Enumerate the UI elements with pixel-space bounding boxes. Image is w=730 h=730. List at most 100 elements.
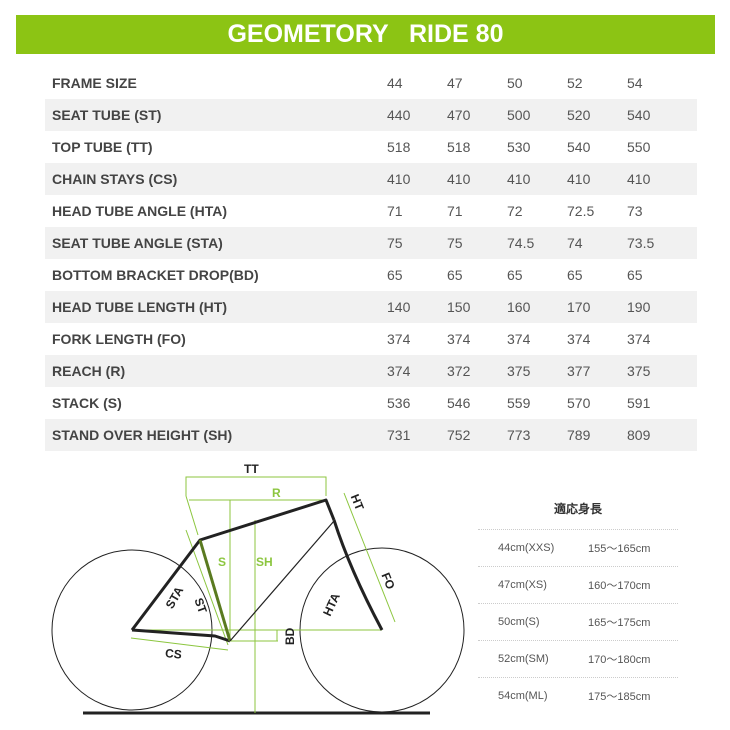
- fit-height: 175〜185cm: [588, 691, 651, 703]
- row-label: STACK (S): [52, 395, 122, 411]
- fit-size: 54cm(ML): [498, 690, 548, 702]
- row-label: BOTTOM BRACKET DROP(BD): [52, 267, 259, 283]
- row-value: 73: [627, 203, 643, 219]
- table-row: CHAIN STAYS (CS) 410 410 410 410 410: [45, 163, 697, 195]
- row-value: 74: [567, 235, 583, 251]
- row-label: FRAME SIZE: [52, 75, 137, 91]
- label-sh: SH: [256, 555, 273, 569]
- row-label: REACH (R): [52, 363, 126, 379]
- table-row: HEAD TUBE ANGLE (HTA) 71 71 72 72.5 73: [45, 195, 697, 227]
- row-value: 140: [387, 299, 411, 315]
- page-title: GEOMETORY RIDE 80: [16, 15, 715, 54]
- row-value: 375: [507, 363, 531, 379]
- row-value: 374: [567, 331, 591, 347]
- geometry-table: FRAME SIZE 44 47 50 52 54 SEAT TUBE (ST) 440 470…: [45, 67, 697, 451]
- row-value: 440: [387, 107, 411, 123]
- fo-dimension: [354, 520, 396, 623]
- label-sta: STA: [163, 584, 187, 611]
- table-row: FORK LENGTH (FO) 374 374 374 374 374: [45, 323, 697, 355]
- table-row: STAND OVER HEIGHT (SH) 731 752 773 789 809: [45, 419, 697, 451]
- row-label: STAND OVER HEIGHT (SH): [52, 427, 233, 443]
- row-value: 44: [387, 75, 403, 91]
- label-bd: BD: [283, 627, 297, 645]
- row-value: 71: [387, 203, 403, 219]
- row-value: 72.5: [567, 203, 595, 219]
- row-value: 500: [507, 107, 531, 123]
- table-row: FRAME SIZE 44 47 50 52 54: [45, 67, 697, 99]
- fit-row: 54cm(ML) 175〜185cm: [478, 677, 678, 714]
- row-value: 410: [507, 171, 531, 187]
- fit-size: 44cm(XXS): [498, 542, 555, 554]
- label-r: R: [272, 486, 281, 500]
- label-fo: FO: [378, 571, 397, 592]
- ht-dimension: [343, 492, 356, 522]
- table-row: SEAT TUBE ANGLE (STA) 75 75 74.5 74 73.5: [45, 227, 697, 259]
- row-value: 377: [567, 363, 591, 379]
- row-value: 410: [627, 171, 651, 187]
- row-value: 52: [567, 75, 583, 91]
- row-value: 731: [387, 427, 411, 443]
- row-value: 65: [627, 267, 643, 283]
- fit-row: 52cm(SM) 170〜180cm: [478, 640, 678, 677]
- label-s: S: [218, 555, 226, 569]
- fit-size: 47cm(XS): [498, 579, 547, 591]
- table-row: HEAD TUBE LENGTH (HT) 140 150 160 170 190: [45, 291, 697, 323]
- row-value: 374: [627, 331, 651, 347]
- row-value: 789: [567, 427, 591, 443]
- row-value: 410: [387, 171, 411, 187]
- row-value: 591: [627, 395, 651, 411]
- row-value: 74.5: [507, 235, 535, 251]
- row-value: 470: [447, 107, 471, 123]
- label-tt: TT: [244, 462, 259, 476]
- frame: [130, 498, 336, 631]
- row-value: 410: [447, 171, 471, 187]
- fit-row: 47cm(XS) 160〜170cm: [478, 566, 678, 603]
- st-dimension: [185, 529, 229, 646]
- row-value: 559: [507, 395, 531, 411]
- row-value: 752: [447, 427, 471, 443]
- row-value: 530: [507, 139, 531, 155]
- row-value: 374: [447, 331, 471, 347]
- cs-dimension: [130, 637, 229, 651]
- fit-size: 52cm(SM): [498, 653, 549, 665]
- row-value: 65: [447, 267, 463, 283]
- row-value: 65: [387, 267, 403, 283]
- row-value: 73.5: [627, 235, 655, 251]
- row-value: 410: [567, 171, 591, 187]
- row-value: 170: [567, 299, 591, 315]
- row-value: 75: [387, 235, 403, 251]
- row-value: 540: [627, 107, 651, 123]
- row-value: 47: [447, 75, 463, 91]
- row-value: 54: [627, 75, 643, 91]
- row-value: 540: [567, 139, 591, 155]
- row-value: 65: [567, 267, 583, 283]
- bike-geometry-diagram: TT R HT S SH STA ST HTA FO BD CS: [51, 462, 465, 715]
- row-label: HEAD TUBE ANGLE (HTA): [52, 203, 227, 219]
- fit-size: 50cm(S): [498, 616, 540, 628]
- row-value: 75: [447, 235, 463, 251]
- row-value: 160: [507, 299, 531, 315]
- row-value: 809: [627, 427, 651, 443]
- row-value: 518: [387, 139, 411, 155]
- row-value: 374: [387, 363, 411, 379]
- table-row: STACK (S) 536 546 559 570 591: [45, 387, 697, 419]
- row-label: SEAT TUBE ANGLE (STA): [52, 235, 223, 251]
- label-cs: CS: [164, 646, 182, 662]
- row-value: 65: [507, 267, 523, 283]
- fit-height-table: 適応身長 44cm(XXS) 155〜165cm 47cm(XS) 160〜170cm…: [478, 495, 678, 714]
- row-value: 372: [447, 363, 471, 379]
- table-row: REACH (R) 374 372 375 377 375: [45, 355, 697, 387]
- row-value: 374: [387, 331, 411, 347]
- tt-dimension: [185, 476, 327, 496]
- label-st: ST: [191, 596, 210, 616]
- fit-height: 170〜180cm: [588, 654, 651, 666]
- fit-row: 44cm(XXS) 155〜165cm: [478, 529, 678, 566]
- row-label: SEAT TUBE (ST): [52, 107, 162, 123]
- table-row: SEAT TUBE (ST) 440 470 500 520 540: [45, 99, 697, 131]
- fork: [332, 519, 384, 631]
- row-value: 536: [387, 395, 411, 411]
- row-label: FORK LENGTH (FO): [52, 331, 186, 347]
- row-value: 190: [627, 299, 651, 315]
- row-value: 570: [567, 395, 591, 411]
